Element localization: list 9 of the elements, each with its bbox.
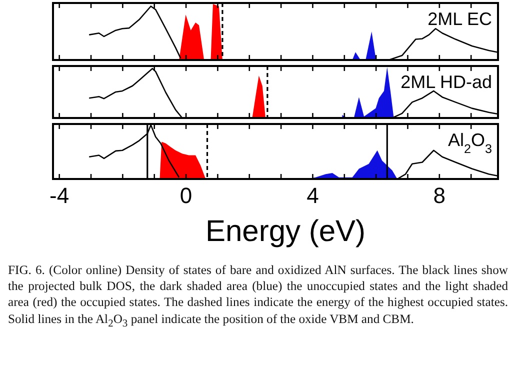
x-tick-label: -4 (50, 183, 70, 208)
x-tick-label: 8 (433, 183, 446, 208)
x-axis-title: Energy (eV) (205, 215, 366, 248)
x-tick-label: 4 (306, 183, 319, 208)
chart-title: Al$_{2}$O$_{3}$ (448, 130, 492, 156)
chart-title: 2ML EC (428, 9, 492, 29)
chart-title: 2ML HD-ad (400, 72, 492, 92)
caption: FIG. 6. (Color online) Density of states of bare and oxidized AlN surfaces. The black lines show the projected bulk DOS, the dark shaded area (blue) the unoccupied states and the light shaded area (red) the occupied states. The dashed lines indicate the energy of the highest occupied states. Solid lines in the Al$_{2}$O$_{3}$ panel indicate the position of the oxide VBM and CBM. (8, 262, 508, 332)
x-tick-label: 0 (180, 183, 192, 208)
